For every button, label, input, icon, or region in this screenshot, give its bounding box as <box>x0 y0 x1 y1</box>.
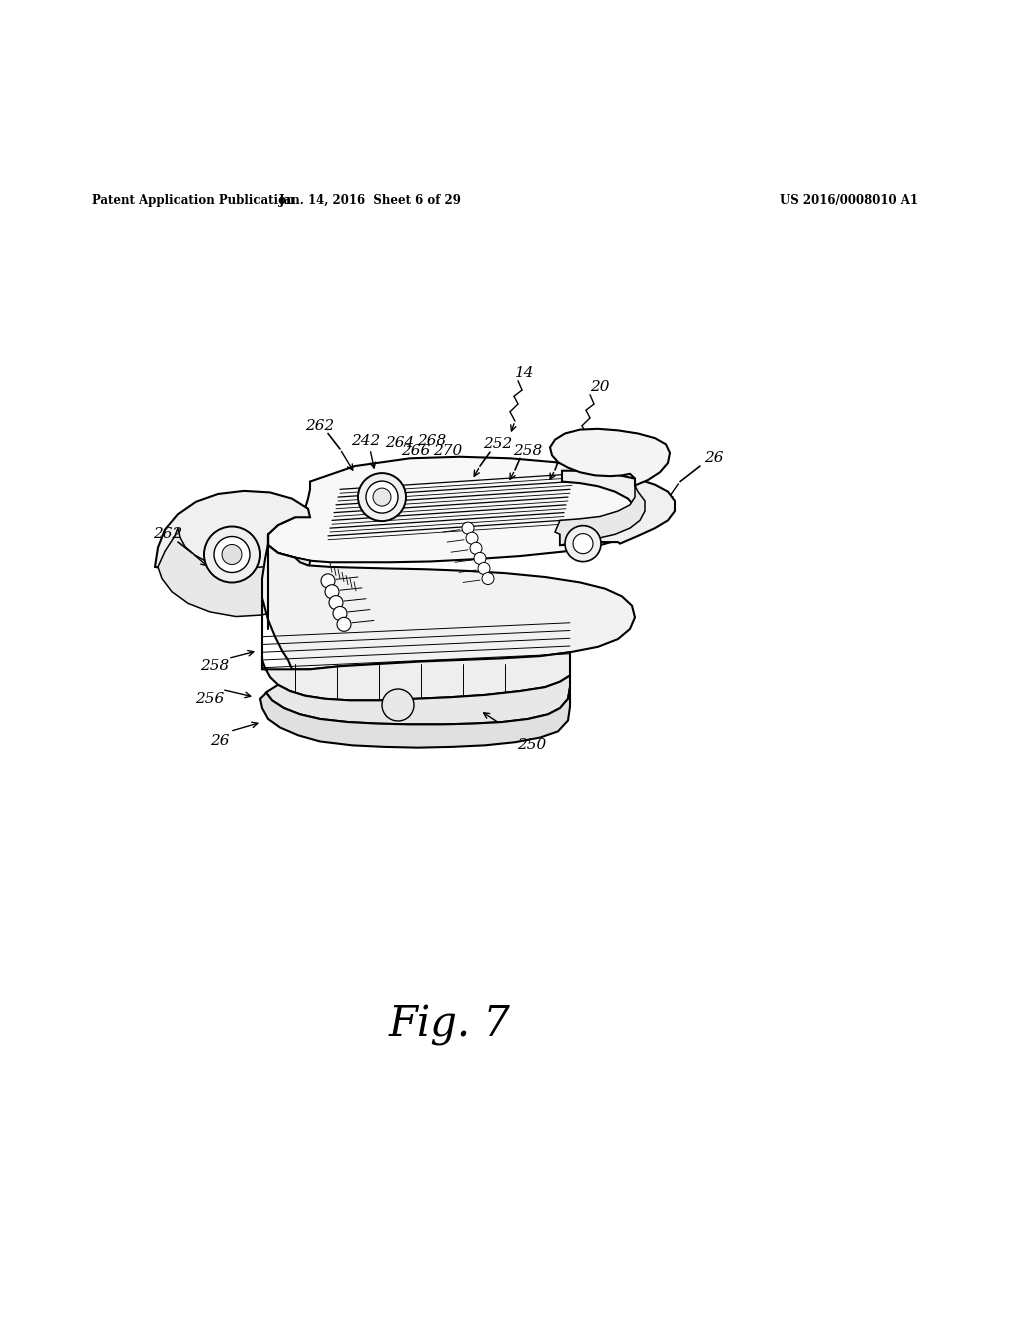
Circle shape <box>222 544 242 565</box>
Circle shape <box>382 689 414 721</box>
Circle shape <box>214 536 250 573</box>
Text: 242: 242 <box>351 434 381 449</box>
Text: 266: 266 <box>401 444 431 458</box>
Polygon shape <box>158 528 312 616</box>
Circle shape <box>482 573 494 585</box>
Circle shape <box>333 606 347 620</box>
Circle shape <box>358 473 406 521</box>
Text: 26: 26 <box>210 734 229 748</box>
Text: 14: 14 <box>515 366 535 380</box>
Circle shape <box>329 595 343 610</box>
Text: 26: 26 <box>705 451 724 466</box>
Polygon shape <box>155 491 310 597</box>
Circle shape <box>565 525 601 561</box>
Polygon shape <box>262 535 635 669</box>
Text: Fig. 7: Fig. 7 <box>389 1003 511 1045</box>
Polygon shape <box>260 688 570 747</box>
Text: 268: 268 <box>418 434 446 449</box>
Text: 256: 256 <box>196 692 224 706</box>
Circle shape <box>462 523 474 535</box>
Polygon shape <box>550 429 670 486</box>
Text: 250: 250 <box>517 738 547 752</box>
Circle shape <box>474 552 486 565</box>
Circle shape <box>470 543 482 554</box>
Text: 258: 258 <box>513 444 543 458</box>
Circle shape <box>366 480 398 513</box>
Text: Jan. 14, 2016  Sheet 6 of 29: Jan. 14, 2016 Sheet 6 of 29 <box>279 194 462 207</box>
Polygon shape <box>262 652 570 701</box>
Circle shape <box>321 574 335 587</box>
Circle shape <box>325 585 339 599</box>
Text: 264: 264 <box>385 436 415 450</box>
Circle shape <box>466 532 478 544</box>
Polygon shape <box>268 457 660 562</box>
Polygon shape <box>560 471 675 545</box>
Circle shape <box>373 488 391 506</box>
Text: US 2016/0008010 A1: US 2016/0008010 A1 <box>780 194 918 207</box>
Circle shape <box>204 527 260 582</box>
Text: 256: 256 <box>553 442 583 455</box>
Text: 252: 252 <box>483 437 513 451</box>
Text: 262: 262 <box>305 418 335 433</box>
Text: Patent Application Publication: Patent Application Publication <box>92 194 295 207</box>
Text: 270: 270 <box>433 444 463 458</box>
Text: 262: 262 <box>154 527 182 541</box>
Circle shape <box>573 533 593 553</box>
Text: 20: 20 <box>590 380 609 393</box>
Circle shape <box>478 562 490 574</box>
Circle shape <box>337 618 351 631</box>
Polygon shape <box>266 676 570 725</box>
Polygon shape <box>555 486 645 545</box>
Text: 258: 258 <box>201 659 229 673</box>
